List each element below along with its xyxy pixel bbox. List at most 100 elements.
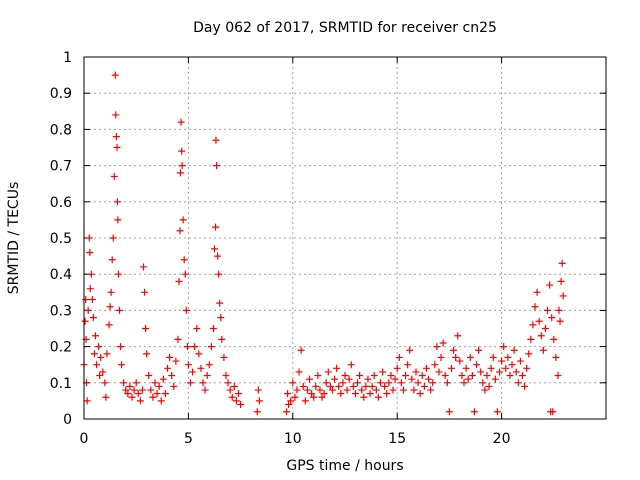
data-point bbox=[550, 335, 558, 343]
data-point bbox=[132, 379, 140, 387]
data-point bbox=[372, 386, 380, 394]
data-point bbox=[429, 379, 437, 387]
data-point bbox=[126, 382, 134, 390]
data-point bbox=[314, 372, 322, 380]
data-point bbox=[510, 346, 518, 354]
data-point bbox=[539, 346, 547, 354]
data-point bbox=[220, 353, 228, 361]
data-point bbox=[179, 216, 187, 224]
data-point bbox=[175, 277, 183, 285]
data-point bbox=[287, 397, 295, 405]
data-point bbox=[408, 375, 416, 383]
data-point bbox=[385, 379, 393, 387]
data-point bbox=[186, 379, 194, 387]
data-point bbox=[418, 372, 426, 380]
data-point bbox=[170, 382, 178, 390]
data-point bbox=[483, 372, 491, 380]
data-point bbox=[351, 390, 359, 398]
data-point bbox=[166, 353, 174, 361]
data-point bbox=[391, 375, 399, 383]
data-point bbox=[110, 172, 118, 180]
data-point bbox=[217, 314, 225, 322]
chart-title: Day 062 of 2017, SRMTID for receiver cn2… bbox=[193, 20, 497, 36]
data-point bbox=[466, 353, 474, 361]
data-point bbox=[195, 350, 203, 358]
data-point bbox=[207, 343, 215, 351]
data-point bbox=[199, 379, 207, 387]
data-point bbox=[254, 386, 262, 394]
data-point bbox=[464, 375, 472, 383]
data-point bbox=[331, 375, 339, 383]
data-point bbox=[518, 372, 526, 380]
data-point bbox=[237, 401, 245, 409]
data-point bbox=[535, 317, 543, 325]
data-point bbox=[153, 390, 161, 398]
data-point bbox=[485, 382, 493, 390]
data-point bbox=[531, 303, 539, 311]
data-point bbox=[82, 296, 90, 304]
data-point bbox=[402, 372, 410, 380]
data-point bbox=[232, 397, 240, 405]
data-point bbox=[366, 390, 374, 398]
data-point bbox=[410, 386, 418, 394]
data-point bbox=[462, 364, 470, 372]
data-point bbox=[174, 335, 182, 343]
data-point bbox=[301, 397, 309, 405]
data-point bbox=[554, 372, 562, 380]
y-tick-label: 0.3 bbox=[50, 303, 72, 319]
data-point bbox=[368, 382, 376, 390]
data-point bbox=[145, 372, 153, 380]
data-point bbox=[89, 314, 97, 322]
data-point bbox=[347, 361, 355, 369]
data-point bbox=[105, 321, 113, 329]
data-point bbox=[404, 361, 412, 369]
data-point bbox=[508, 361, 516, 369]
data-point bbox=[211, 245, 218, 253]
data-point bbox=[83, 397, 91, 405]
x-tick-label: 20 bbox=[493, 431, 511, 447]
data-point bbox=[168, 372, 176, 380]
data-point bbox=[99, 368, 107, 376]
data-point bbox=[177, 118, 185, 126]
data-point bbox=[147, 386, 155, 394]
data-point bbox=[180, 256, 188, 264]
data-point bbox=[337, 390, 345, 398]
data-point bbox=[182, 306, 190, 314]
data-point bbox=[335, 382, 343, 390]
data-point bbox=[184, 361, 192, 369]
data-point bbox=[516, 357, 524, 365]
data-point bbox=[84, 306, 92, 314]
data-point bbox=[130, 386, 138, 394]
data-point bbox=[176, 169, 184, 177]
data-point bbox=[112, 133, 120, 141]
data-point bbox=[235, 390, 243, 398]
data-point bbox=[376, 379, 384, 387]
data-point bbox=[95, 343, 103, 351]
data-point bbox=[557, 277, 565, 285]
y-tick-label: 0.9 bbox=[50, 86, 72, 102]
data-point bbox=[341, 372, 349, 380]
data-point bbox=[559, 292, 567, 300]
data-point bbox=[306, 375, 314, 383]
data-point bbox=[90, 350, 98, 358]
data-point bbox=[441, 372, 449, 380]
data-point bbox=[87, 270, 95, 278]
data-point bbox=[172, 357, 180, 365]
data-point bbox=[299, 382, 307, 390]
data-point bbox=[161, 390, 169, 398]
data-point bbox=[416, 390, 424, 398]
data-point bbox=[312, 382, 320, 390]
data-point bbox=[541, 325, 549, 332]
data-point bbox=[354, 379, 362, 387]
data-point bbox=[389, 386, 397, 394]
data-point bbox=[164, 364, 172, 372]
data-point bbox=[479, 379, 487, 387]
data-point bbox=[255, 397, 263, 405]
data-point bbox=[458, 372, 466, 380]
y-tick-label: 0.2 bbox=[50, 340, 72, 356]
data-point bbox=[115, 306, 123, 314]
data-point bbox=[343, 386, 351, 394]
data-point bbox=[475, 346, 483, 354]
data-point bbox=[138, 386, 146, 394]
